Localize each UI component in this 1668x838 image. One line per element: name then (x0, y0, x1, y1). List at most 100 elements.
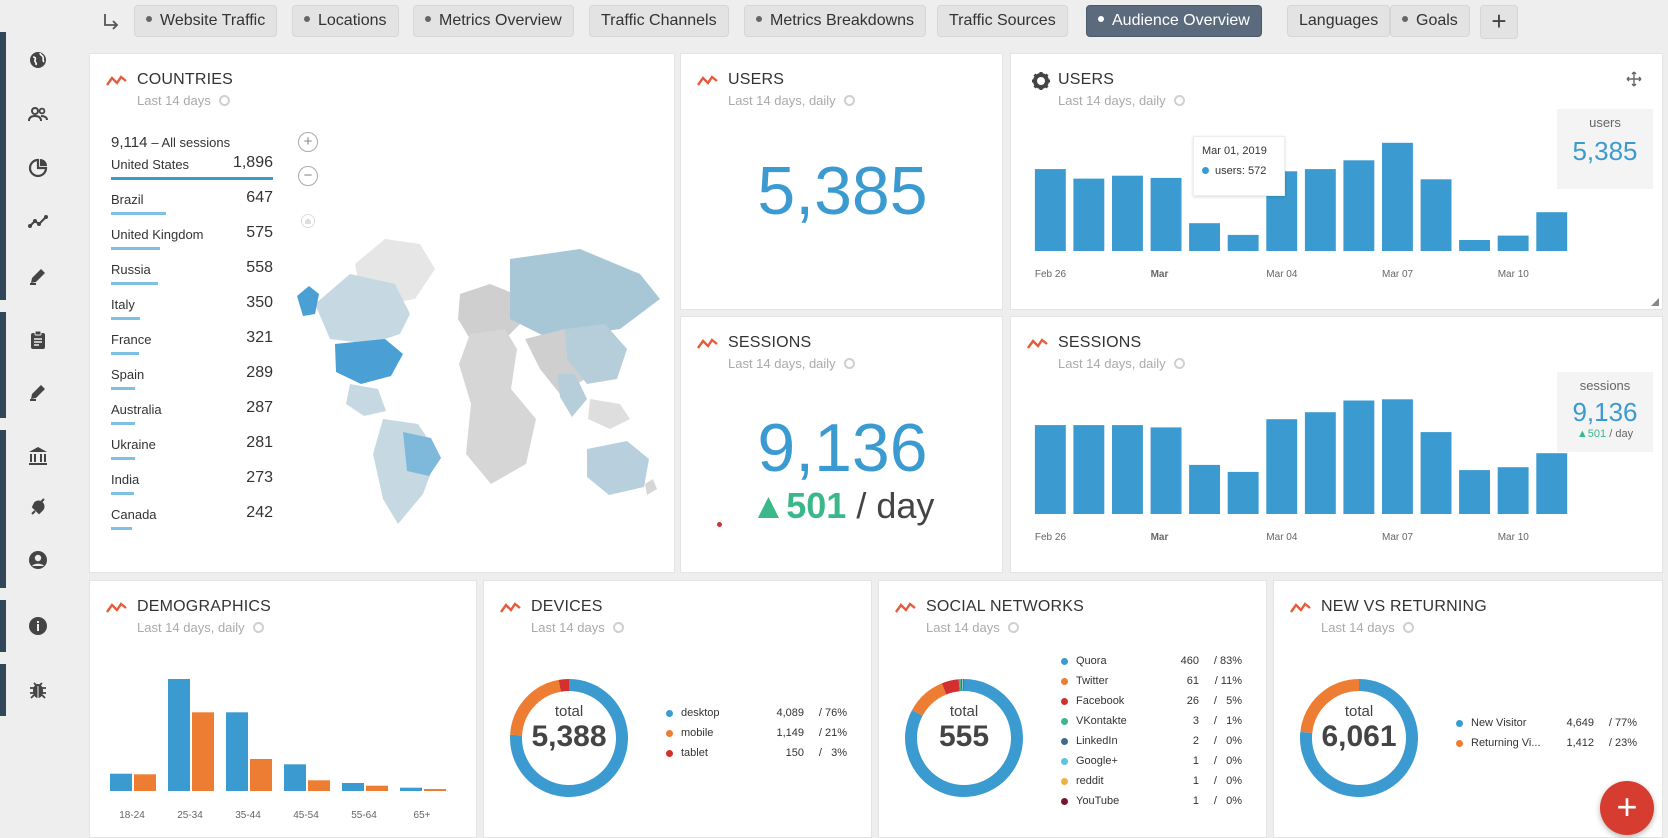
zoom-out-button[interactable]: − (298, 166, 318, 186)
bar-18-24-series-1[interactable] (134, 774, 156, 791)
bar-feb-26[interactable] (1034, 425, 1066, 514)
tab-languages[interactable]: Languages (1287, 5, 1391, 37)
bar-55-64-series-1[interactable] (366, 785, 388, 791)
legend-item[interactable]: Twitter 61 / 11% (1061, 675, 1242, 687)
bar-mar-04[interactable] (1266, 419, 1298, 514)
info-icon[interactable] (28, 616, 48, 636)
tab-metrics-breakdowns[interactable]: Metrics Breakdowns (744, 5, 927, 37)
legend-item[interactable]: reddit 1 / 0% (1061, 775, 1242, 787)
move-icon[interactable] (1626, 71, 1642, 87)
clipboard-icon[interactable] (28, 330, 48, 350)
bar-mar-01[interactable] (1150, 427, 1182, 514)
bar-mar-05[interactable] (1304, 169, 1336, 251)
map-usa[interactable] (335, 339, 403, 384)
bar-25-34-series-0[interactable] (168, 679, 190, 791)
bug-icon[interactable] (28, 680, 48, 700)
map-russia[interactable] (510, 249, 660, 339)
legend-item[interactable]: LinkedIn 2 / 0% (1061, 735, 1242, 747)
globe-icon[interactable] (28, 50, 48, 70)
bar-mar-09[interactable] (1459, 240, 1490, 251)
resize-handle-icon[interactable] (1651, 298, 1659, 306)
slice-quora[interactable] (905, 679, 1023, 797)
info-ring-icon[interactable] (843, 95, 855, 107)
map-china[interactable] (565, 324, 627, 384)
map-india[interactable] (557, 374, 587, 417)
bar-mar-10[interactable] (1497, 467, 1529, 514)
add-widget-button[interactable]: + (1600, 781, 1654, 835)
legend-item[interactable]: YouTube 1 / 0% (1061, 795, 1242, 807)
slice-facebook[interactable] (941, 679, 960, 695)
info-ring-icon[interactable] (252, 622, 264, 634)
bar-65+-series-1[interactable] (424, 789, 446, 791)
bar-18-24-series-0[interactable] (110, 773, 132, 791)
return-arrow-icon[interactable] (102, 13, 120, 31)
bar-feb-26[interactable] (1034, 169, 1066, 251)
bar-mar-08[interactable] (1420, 432, 1452, 514)
tab-traffic-channels[interactable]: Traffic Channels (589, 5, 729, 37)
bar-25-34-series-1[interactable] (192, 712, 214, 791)
bank-icon[interactable] (28, 446, 48, 466)
gear-icon[interactable] (1031, 71, 1051, 91)
bar-45-54-series-0[interactable] (284, 764, 306, 791)
tab-goals[interactable]: Goals (1390, 5, 1470, 37)
devices-donut-chart[interactable] (504, 673, 634, 803)
tab-metrics-overview[interactable]: Metrics Overview (413, 5, 574, 37)
map-alaska[interactable] (297, 286, 319, 316)
tab-locations[interactable]: Locations (292, 5, 399, 37)
bar-feb-28[interactable] (1112, 175, 1143, 251)
pen-icon[interactable] (28, 382, 48, 402)
map-mexico[interactable] (346, 384, 386, 416)
legend-item[interactable]: Google+ 1 / 0% (1061, 755, 1242, 767)
legend-item[interactable]: Returning Vi... 1,412 / 23% (1456, 737, 1637, 749)
tab-audience-overview[interactable]: Audience Overview (1086, 5, 1262, 37)
legend-item[interactable]: desktop 4,089 / 76% (666, 707, 847, 719)
bar-feb-28[interactable] (1112, 425, 1143, 514)
info-ring-icon[interactable] (1173, 358, 1185, 370)
add-tab-button[interactable]: + (1480, 5, 1518, 39)
info-ring-icon[interactable] (1173, 95, 1185, 107)
legend-item[interactable]: Quora 460 / 83% (1061, 655, 1242, 667)
info-ring-icon[interactable] (843, 358, 855, 370)
bar-65+-series-0[interactable] (400, 787, 422, 791)
bar-mar-07[interactable] (1382, 399, 1413, 514)
zoom-in-button[interactable]: + (298, 132, 318, 152)
slice-mobile[interactable] (510, 679, 562, 736)
bar-feb-27[interactable] (1073, 425, 1105, 514)
slice-new-visitor[interactable] (1300, 679, 1418, 797)
bar-mar-11[interactable] (1536, 453, 1568, 514)
bar-45-54-series-1[interactable] (308, 780, 330, 791)
bar-mar-05[interactable] (1304, 412, 1336, 514)
info-ring-icon[interactable] (218, 95, 230, 107)
bar-35-44-series-0[interactable] (226, 712, 248, 791)
demographics-bar-chart[interactable]: 18-24 25-34 35-44 45-54 55-64 65+ (110, 671, 460, 831)
map-canada[interactable] (315, 274, 410, 344)
slice-returning-visitor[interactable] (1300, 679, 1360, 734)
user-circle-icon[interactable] (28, 550, 48, 570)
map-new-zealand[interactable] (645, 479, 657, 495)
tab-traffic-sources[interactable]: Traffic Sources (937, 5, 1068, 37)
bar-mar-03[interactable] (1227, 234, 1259, 251)
map-se-asia[interactable] (588, 399, 630, 429)
home-icon[interactable] (301, 214, 315, 228)
legend-item[interactable]: VKontakte 3 / 1% (1061, 715, 1242, 727)
plugin-icon[interactable] (28, 498, 48, 518)
bar-mar-02[interactable] (1189, 223, 1220, 251)
pen-icon[interactable] (28, 266, 48, 286)
map-australia[interactable] (587, 441, 649, 495)
chart-pie-icon[interactable] (28, 158, 48, 178)
map-europe[interactable] (458, 284, 520, 344)
bar-55-64-series-0[interactable] (342, 783, 364, 791)
bar-35-44-series-1[interactable] (250, 759, 272, 791)
bar-feb-27[interactable] (1073, 178, 1105, 251)
bar-mar-06[interactable] (1343, 160, 1375, 251)
trend-icon[interactable] (28, 212, 48, 232)
bar-mar-01[interactable] (1150, 177, 1182, 251)
map-africa[interactable] (459, 329, 536, 484)
bar-mar-09[interactable] (1459, 470, 1490, 514)
legend-item[interactable]: New Visitor 4,649 / 77% (1456, 717, 1637, 729)
sessions-bar-chart[interactable]: Feb 26 Mar Mar 04 Mar 07 Mar 10 (1031, 397, 1571, 567)
tab-website-traffic[interactable]: Website Traffic (134, 5, 278, 37)
legend-item[interactable]: tablet 150 / 3% (666, 747, 847, 759)
info-ring-icon[interactable] (612, 622, 624, 634)
legend-item[interactable]: Facebook 26 / 5% (1061, 695, 1242, 707)
